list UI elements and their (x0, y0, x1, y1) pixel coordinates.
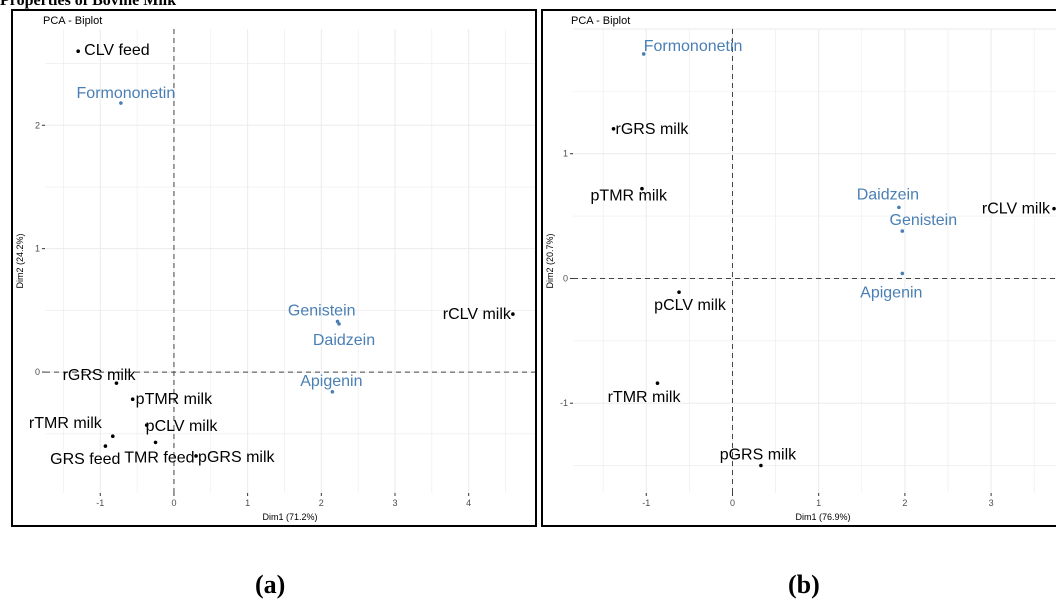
point-ptmr-milk (130, 397, 135, 402)
figure-caption-b: (b) (788, 570, 820, 599)
x-tick-label: 4 (466, 498, 471, 508)
point-label-apigenin: Apigenin (300, 373, 362, 390)
point-label-ptmr-milk: pTMR milk (136, 391, 213, 408)
x-tick-label: 1 (245, 498, 250, 508)
point-formononetin (641, 52, 646, 56)
chart-title: PCA - Biplot (571, 15, 630, 27)
x-tick-label: 3 (989, 498, 994, 508)
point-daidzein (337, 322, 341, 326)
y-tick-label: 2 (35, 120, 40, 130)
figure-caption-a: (a) (255, 570, 286, 599)
point-rgrs-milk (611, 126, 616, 131)
biplot-a-chart: -1 0 1 2 3 4 0 1 2 PCA - Biplot Dim1 (71.2%) Dim2 (… (15, 15, 535, 522)
point-pgrs-milk (194, 454, 198, 458)
point-formononetin (119, 101, 123, 105)
biplot-panel-a: -1 0 1 2 3 4 0 1 2 PCA - Biplot Dim1 (71.2%) Dim2 (… (11, 9, 537, 527)
x-tick-label: 2 (319, 498, 324, 508)
point-label-genistein: Genistein (890, 212, 958, 229)
x-tick-label: 0 (730, 498, 735, 508)
point-grs-feed (103, 444, 108, 448)
point-label-daidzein: Daidzein (313, 332, 375, 349)
point-apigenin (330, 390, 335, 394)
point-label-rtmr-milk: rTMR milk (29, 415, 103, 432)
point-label-rclv-milk: rCLV milk (443, 306, 512, 323)
chart-title: PCA - Biplot (43, 15, 102, 27)
y-tick-label: 0 (35, 367, 40, 377)
point-label-pclv-milk: pCLV milk (654, 297, 727, 314)
point-ptmr-milk (640, 186, 644, 191)
x-tick-label: 1 (816, 498, 821, 508)
point-label-rgrs-milk: rGRS milk (616, 121, 690, 138)
x-axis-label: Dim1 (71.2%) (262, 512, 317, 522)
point-label-clv-feed: CLV feed (84, 42, 150, 59)
point-clv-feed (76, 49, 80, 54)
y-tick-label: 1 (35, 244, 40, 254)
y-axis-label: Dim2 (20.7%) (545, 233, 555, 288)
point-label-rtmr-milk: rTMR milk (608, 389, 682, 406)
point-daidzein (897, 205, 901, 210)
x-axis-label: Dim1 (76.9%) (795, 512, 850, 522)
point-label-daidzein: Daidzein (857, 186, 919, 203)
point-label-ptmr-milk: pTMR milk (591, 188, 668, 205)
point-label-pclv-milk: pCLV milk (146, 418, 219, 435)
x-tick-label: 3 (392, 498, 397, 508)
point-label-grs-feed: GRS feed (50, 451, 120, 468)
x-tick-label: 0 (171, 498, 176, 508)
y-tick-label: 1 (563, 149, 568, 159)
y-axis-label: Dim2 (24.2%) (15, 233, 25, 288)
point-label-rclv-milk: rCLV milk (982, 201, 1051, 218)
point-pclv-milk (677, 290, 681, 294)
point-label-apigenin: Apigenin (860, 284, 922, 301)
point-genistein (900, 229, 905, 233)
point-pgrs-milk (759, 463, 763, 468)
point-label-formononetin: Formononetin (77, 85, 176, 102)
point-pclv-milk (144, 423, 149, 427)
point-rgrs-milk (114, 381, 119, 385)
point-apigenin (900, 271, 905, 276)
point-label-pgrs-milk: pGRS milk (198, 449, 275, 466)
x-tick-label: -1 (642, 498, 650, 508)
point-label-pgrs-milk: pGRS milk (720, 447, 797, 464)
x-tick-label: 2 (902, 498, 907, 508)
page-heading: Properties of Bovine Milk (0, 0, 177, 9)
point-rtmr-milk (655, 381, 660, 386)
biplot-panel-b: -1 0 1 2 3 -1 0 1 PCA - Biplot Dim1 (76.9%) Dim2 (… (541, 9, 1056, 527)
y-tick-label: 0 (563, 273, 568, 283)
point-label-rgrs-milk: rGRS milk (63, 367, 137, 384)
point-label-tmr-feed: TMR feed (124, 449, 194, 466)
x-tick-label: -1 (96, 498, 104, 508)
y-tick-label: -1 (560, 398, 568, 408)
point-rclv-milk (1052, 206, 1056, 211)
point-label-formononetin: Formononetin (644, 38, 743, 55)
point-rtmr-milk (110, 434, 115, 439)
point-rclv-milk (511, 312, 515, 316)
point-tmr-feed (153, 440, 158, 445)
point-label-genistein: Genistein (288, 302, 356, 319)
biplot-b-chart: -1 0 1 2 3 -1 0 1 PCA - Biplot Dim1 (76.9%) Dim2 (… (545, 15, 1056, 522)
